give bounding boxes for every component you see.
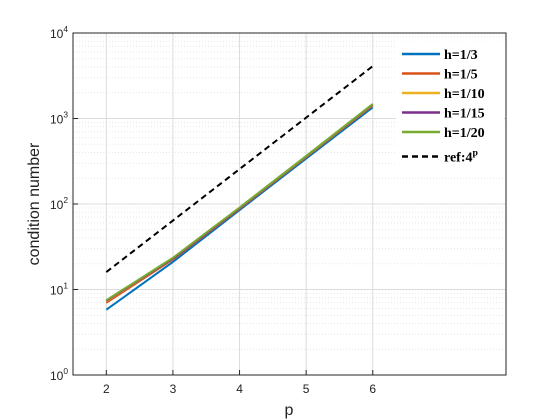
- x-tick-label: 4: [236, 382, 243, 396]
- x-tick-label: 2: [103, 382, 110, 396]
- legend-label: h=1/15: [444, 107, 485, 122]
- legend: h=1/3 h=1/5 h=1/10 h=1/15 h=1/20 ref:4p: [396, 41, 504, 173]
- x-axis-label: p: [285, 402, 294, 419]
- axes-box: [72, 32, 507, 376]
- y-tick-label: 102: [50, 195, 68, 212]
- series-line: [105, 103, 374, 302]
- legend-label: ref:4p: [444, 148, 479, 166]
- legend-box: [396, 41, 504, 173]
- y-tick-label: 104: [50, 24, 68, 41]
- legend-label: h=1/5: [444, 68, 478, 83]
- legend-label: h=1/20: [444, 126, 485, 141]
- y-tick-label: 100: [50, 366, 68, 383]
- legend-label: h=1/10: [444, 87, 485, 102]
- series-line: [105, 65, 374, 273]
- x-tick-label: 6: [369, 382, 376, 396]
- y-tick-label: 103: [50, 110, 68, 127]
- series-line: [105, 106, 374, 311]
- x-tick-label: 3: [170, 382, 177, 396]
- x-tick-label: 5: [303, 382, 310, 396]
- legend-label: h=1/3: [444, 48, 478, 63]
- y-axis-label: condition number: [26, 142, 43, 265]
- y-tick-label: 101: [50, 281, 68, 298]
